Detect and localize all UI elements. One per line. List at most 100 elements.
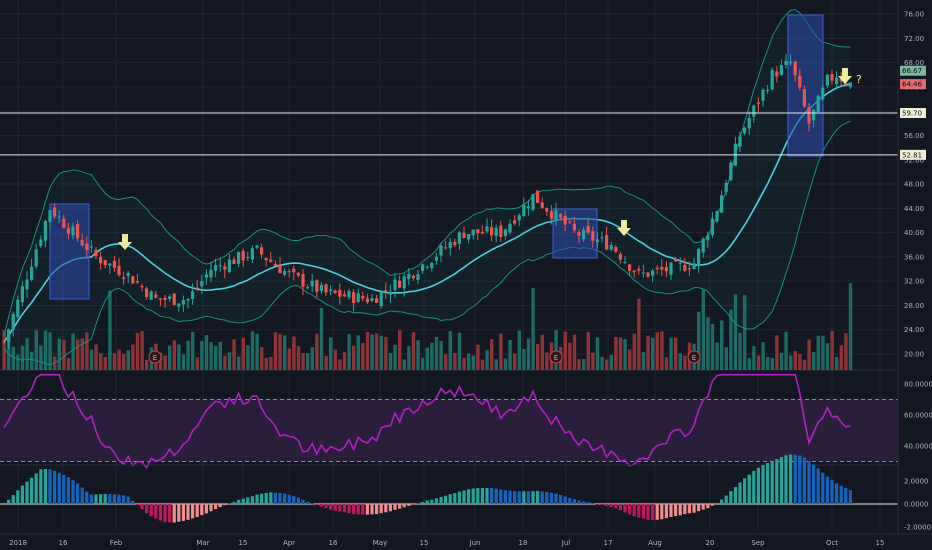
candle-body (706, 235, 710, 241)
volume-bar (135, 332, 140, 370)
volume-bar (122, 354, 126, 370)
volume-bar (715, 342, 719, 370)
candle-body (485, 226, 489, 232)
macd-histogram-bar (655, 504, 659, 520)
candle-body (540, 202, 544, 208)
candle-body (191, 291, 195, 300)
volume-bar (572, 334, 577, 370)
macd-histogram-bar (526, 491, 530, 504)
macd-histogram-bar (278, 492, 282, 504)
candle-body (766, 89, 770, 91)
date-tick-label: Feb (110, 539, 123, 547)
macd-histogram-bar (260, 493, 264, 504)
macd-histogram-bar (499, 489, 503, 504)
macd-histogram-bar (43, 468, 47, 504)
volume-bar (195, 357, 199, 370)
volume-bar (779, 352, 784, 370)
macd-histogram-bar (306, 501, 310, 504)
rsi-tick-label: 60.0000 (904, 412, 932, 420)
date-tick-label: 15 (876, 539, 885, 547)
macd-histogram-bar (517, 491, 521, 504)
macd-histogram-bar (692, 504, 696, 513)
volume-bar (310, 347, 314, 370)
macd-histogram-bar (384, 504, 388, 513)
volume-bar (812, 351, 816, 370)
macd-histogram-bar (844, 488, 848, 504)
macd-histogram-bar (766, 462, 770, 504)
macd-histogram-bar (513, 491, 517, 504)
volume-bar (255, 333, 259, 370)
macd-histogram-bar (738, 482, 742, 504)
candle-body (701, 238, 705, 253)
macd-histogram-bar (352, 504, 356, 515)
candlesticks[interactable] (2, 54, 852, 350)
macd-histogram-bar (476, 488, 480, 504)
macd-histogram-bar (204, 504, 208, 514)
volume-bar (503, 358, 508, 370)
macd-histogram-bar (430, 499, 434, 504)
macd-histogram-bar (103, 493, 107, 504)
volume-bar (674, 337, 678, 370)
macd-histogram-bar (214, 504, 218, 510)
price-tick-label: 40.00 (904, 229, 924, 237)
candle-body (99, 256, 103, 264)
price-label-text: 52.81 (902, 151, 922, 159)
macd-histogram-bar (126, 496, 130, 504)
volume-bar (434, 336, 439, 370)
candle-body (715, 211, 719, 222)
macd-histogram-bar (145, 504, 149, 514)
candle-body (62, 218, 66, 228)
candle-body (315, 280, 319, 292)
price-tick-label: 76.00 (904, 11, 924, 19)
volume-bar (802, 359, 807, 370)
candle-body (480, 231, 484, 234)
macd-histogram-bar (439, 496, 443, 504)
candle-body (246, 257, 250, 259)
volume-bar (30, 351, 34, 370)
macd-histogram-bar (324, 504, 328, 509)
volume-bar (526, 338, 531, 370)
candle-body (20, 286, 24, 303)
macd-histogram-bar (108, 494, 112, 504)
candle-body (89, 246, 93, 248)
macd-histogram-bar (246, 497, 250, 504)
candle-body (457, 232, 461, 244)
volume-bar (324, 355, 328, 370)
volume-bar (756, 355, 761, 370)
macd-histogram-bar (480, 488, 484, 504)
candle-body (237, 251, 241, 264)
candle-body (439, 245, 443, 256)
macd-histogram-bar (540, 491, 544, 504)
macd-histogram-bar (149, 504, 153, 517)
macd-histogram-bar (7, 499, 11, 504)
candle-body (476, 229, 480, 234)
earnings-marker (687, 350, 701, 364)
macd-histogram-bar (223, 504, 227, 506)
macd-histogram-bar (554, 493, 558, 504)
date-tick-label: May (373, 539, 387, 547)
horizontal-levels[interactable] (0, 112, 898, 156)
candle-body (11, 313, 15, 330)
candle-body (531, 194, 535, 210)
volume-bar (407, 346, 411, 370)
candle-body (563, 215, 567, 225)
candle-body (218, 265, 222, 267)
macd-histogram-bar (85, 491, 89, 504)
volume-bar (439, 340, 443, 370)
volume-bar (352, 345, 356, 370)
volume-bar (651, 337, 655, 370)
volume-bar (761, 342, 765, 370)
annotation-arrows: ? (118, 68, 862, 250)
candle-body (683, 264, 687, 271)
candle-body (306, 287, 310, 289)
macd-histogram-bar (563, 496, 567, 504)
candle-body (112, 260, 116, 268)
macd-histogram-bar (163, 504, 167, 523)
volume-bar (752, 346, 756, 370)
candle-body (76, 224, 80, 239)
macd-histogram-bar (402, 504, 406, 508)
sma-line (3, 83, 851, 343)
